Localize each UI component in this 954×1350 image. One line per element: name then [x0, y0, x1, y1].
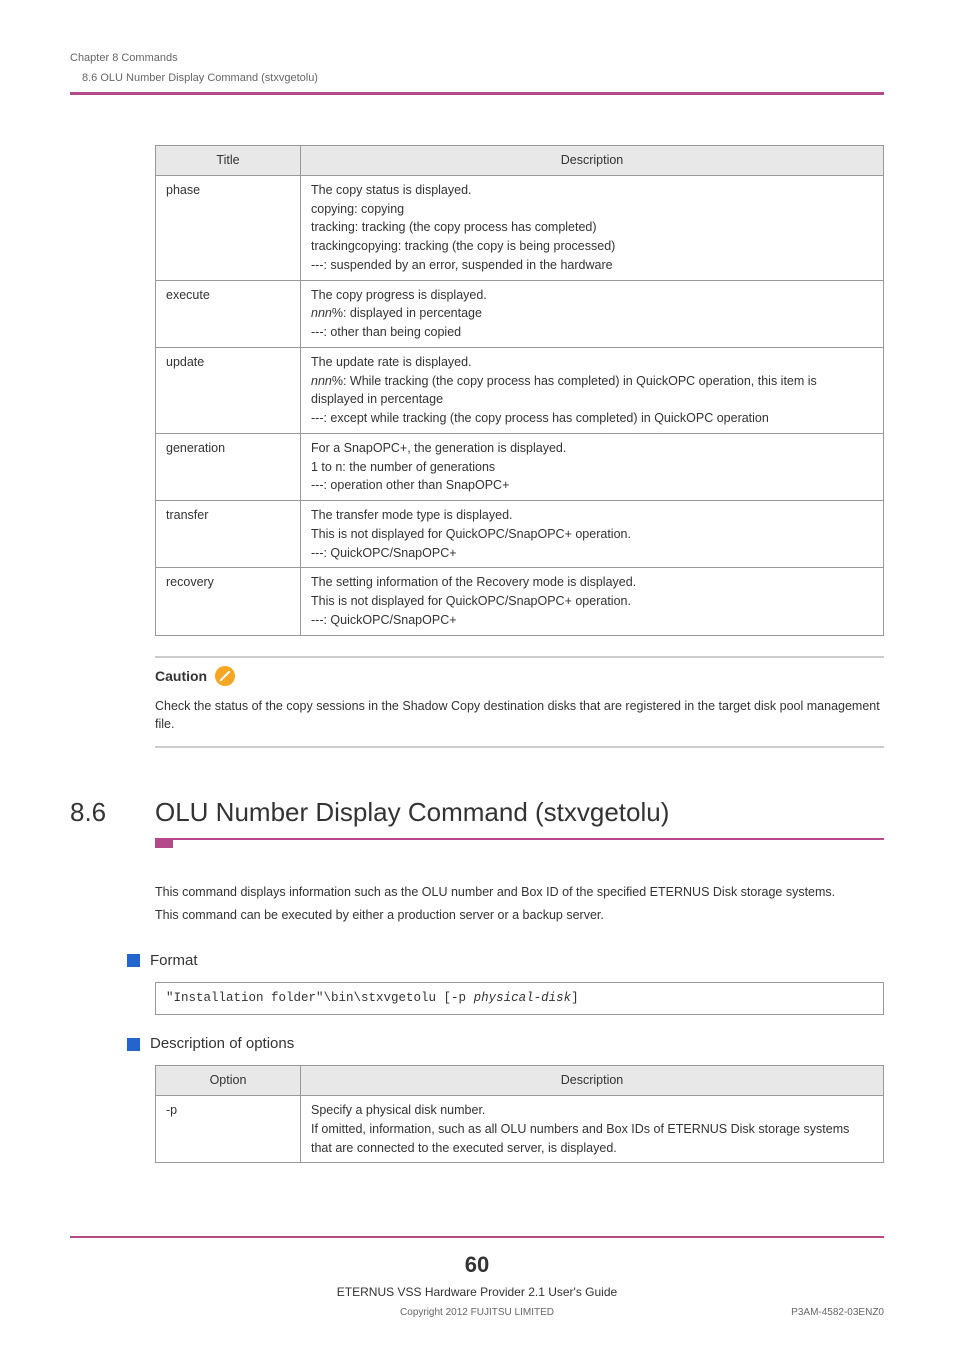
table-cell-desc: The copy progress is displayed. nnn%: di… [301, 280, 884, 347]
format-code: "Installation folder"\bin\stxvgetolu [-p… [155, 982, 884, 1015]
table-cell-desc: The transfer mode type is displayed. Thi… [301, 501, 884, 568]
table-cell-option: -p [156, 1096, 301, 1163]
chapter-sub-label: 8.6 OLU Number Display Command (stxvgeto… [82, 70, 884, 87]
code-suffix: ] [571, 991, 579, 1005]
section-number: 8.6 [70, 793, 155, 832]
section-underline [70, 838, 884, 848]
options-header-desc: Description [301, 1066, 884, 1096]
table-cell-desc: Specify a physical disk number. If omitt… [301, 1096, 884, 1163]
section-title: OLU Number Display Command (stxvgetolu) [155, 793, 669, 832]
table-cell-title: update [156, 347, 301, 433]
table-cell-title: execute [156, 280, 301, 347]
caution-rule-top [155, 656, 884, 658]
footer-copyright: Copyright 2012 FUJITSU LIMITED [70, 1305, 884, 1320]
table-cell-desc: The update rate is displayed. nnn%: Whil… [301, 347, 884, 433]
footer-guide-title: ETERNUS VSS Hardware Provider 2.1 User's… [70, 1283, 884, 1301]
page-footer: 60 ETERNUS VSS Hardware Provider 2.1 Use… [70, 1236, 884, 1320]
section-body-2: This command can be executed by either a… [155, 906, 884, 925]
caution-body: Check the status of the copy sessions in… [155, 697, 884, 735]
caution-rule-bottom [155, 746, 884, 748]
options-heading: Description of options [150, 1033, 294, 1056]
table-cell-title: recovery [156, 568, 301, 635]
table-row: -pSpecify a physical disk number. If omi… [156, 1096, 884, 1163]
table-cell-desc: For a SnapOPC+, the generation is displa… [301, 433, 884, 500]
caution-label: Caution [155, 666, 235, 687]
format-heading: Format [150, 950, 198, 973]
table-row: executeThe copy progress is displayed. n… [156, 280, 884, 347]
header-rule [70, 92, 884, 95]
table-cell-title: transfer [156, 501, 301, 568]
caution-block: Caution Check the status of the copy ses… [155, 656, 884, 749]
table-header-desc: Description [301, 146, 884, 176]
footer-doc-code: P3AM-4582-03ENZ0 [791, 1305, 884, 1320]
table-row: updateThe update rate is displayed. nnn%… [156, 347, 884, 433]
status-table: Title Description phaseThe copy status i… [155, 145, 884, 636]
options-table: Option Description -pSpecify a physical … [155, 1065, 884, 1163]
section-body-1: This command displays information such a… [155, 883, 884, 902]
section-underline-bullet [155, 838, 173, 848]
table-row: phaseThe copy status is displayed. copyi… [156, 175, 884, 280]
section-underline-line [173, 838, 884, 848]
table-cell-desc: The copy status is displayed. copying: c… [301, 175, 884, 280]
table-cell-desc: The setting information of the Recovery … [301, 568, 884, 635]
section-heading: 8.6 OLU Number Display Command (stxvgeto… [70, 793, 884, 832]
table-cell-title: phase [156, 175, 301, 280]
caution-text-label: Caution [155, 666, 207, 687]
chapter-label: Chapter 8 Commands [70, 50, 884, 67]
code-prefix: "Installation folder"\bin\stxvgetolu [-p [166, 991, 474, 1005]
format-heading-row: Format [127, 950, 884, 973]
table-cell-title: generation [156, 433, 301, 500]
table-row: recoveryThe setting information of the R… [156, 568, 884, 635]
page-number: 60 [70, 1248, 884, 1281]
caution-icon [215, 666, 235, 686]
table-header-title: Title [156, 146, 301, 176]
table-row: transferThe transfer mode type is displa… [156, 501, 884, 568]
blue-bullet-icon [127, 1038, 140, 1051]
code-italic: physical-disk [474, 991, 572, 1005]
options-heading-row: Description of options [127, 1033, 884, 1056]
blue-bullet-icon [127, 954, 140, 967]
options-header-option: Option [156, 1066, 301, 1096]
table-row: generationFor a SnapOPC+, the generation… [156, 433, 884, 500]
footer-rule [70, 1236, 884, 1238]
